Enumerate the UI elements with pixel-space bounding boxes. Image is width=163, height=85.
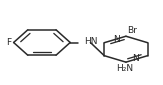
Text: N: N: [113, 35, 120, 44]
Text: F: F: [7, 38, 12, 47]
Text: N: N: [132, 54, 139, 63]
Text: HN: HN: [84, 37, 97, 46]
Text: H₂N: H₂N: [117, 64, 134, 73]
Text: Br: Br: [128, 26, 137, 35]
